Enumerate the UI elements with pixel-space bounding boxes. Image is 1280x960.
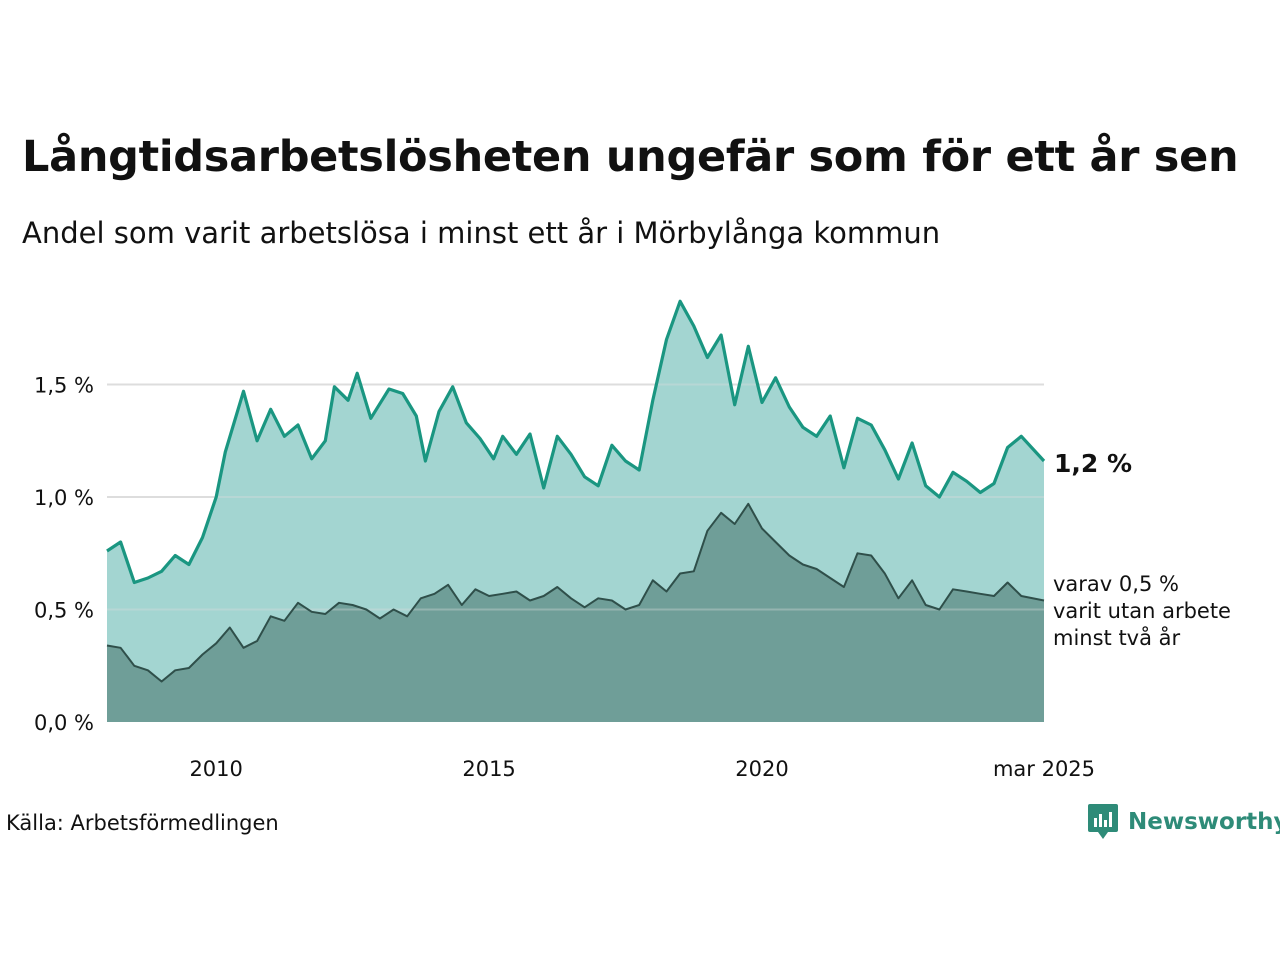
end-label-long-line: minst två år — [1053, 625, 1181, 650]
source-note: Källa: Arbetsförmedlingen — [6, 811, 279, 835]
series-long-line — [106, 502, 1045, 683]
x-tick-label: 2020 — [735, 757, 788, 781]
chart-title: Långtidsarbetslösheten ungefär som för e… — [22, 132, 1239, 182]
chart-subtitle: Andel som varit arbetslösa i minst ett å… — [22, 216, 941, 250]
end-label-long-line: varit utan arbete — [1053, 599, 1231, 623]
y-tick-label: 0,0 % — [34, 711, 94, 735]
newsworthy-logo-icon — [1088, 804, 1118, 839]
newsworthy-logo: Newsworthy — [1088, 804, 1280, 840]
y-tick-label: 1,5 % — [34, 374, 94, 398]
y-tick-label: 1,0 % — [34, 486, 94, 510]
x-tick-label: 2015 — [462, 757, 515, 781]
series-total-line — [106, 299, 1046, 585]
x-tick-label: mar 2025 — [993, 757, 1095, 781]
newsworthy-logo-text: Newsworthy — [1128, 809, 1280, 835]
series-long-area — [107, 503, 1044, 722]
end-label-total: 1,2 % — [1054, 449, 1132, 478]
y-tick-label: 0,5 % — [34, 599, 94, 623]
x-tick-label: 2010 — [189, 757, 242, 781]
end-label-long-line: varav 0,5 % — [1053, 572, 1179, 596]
